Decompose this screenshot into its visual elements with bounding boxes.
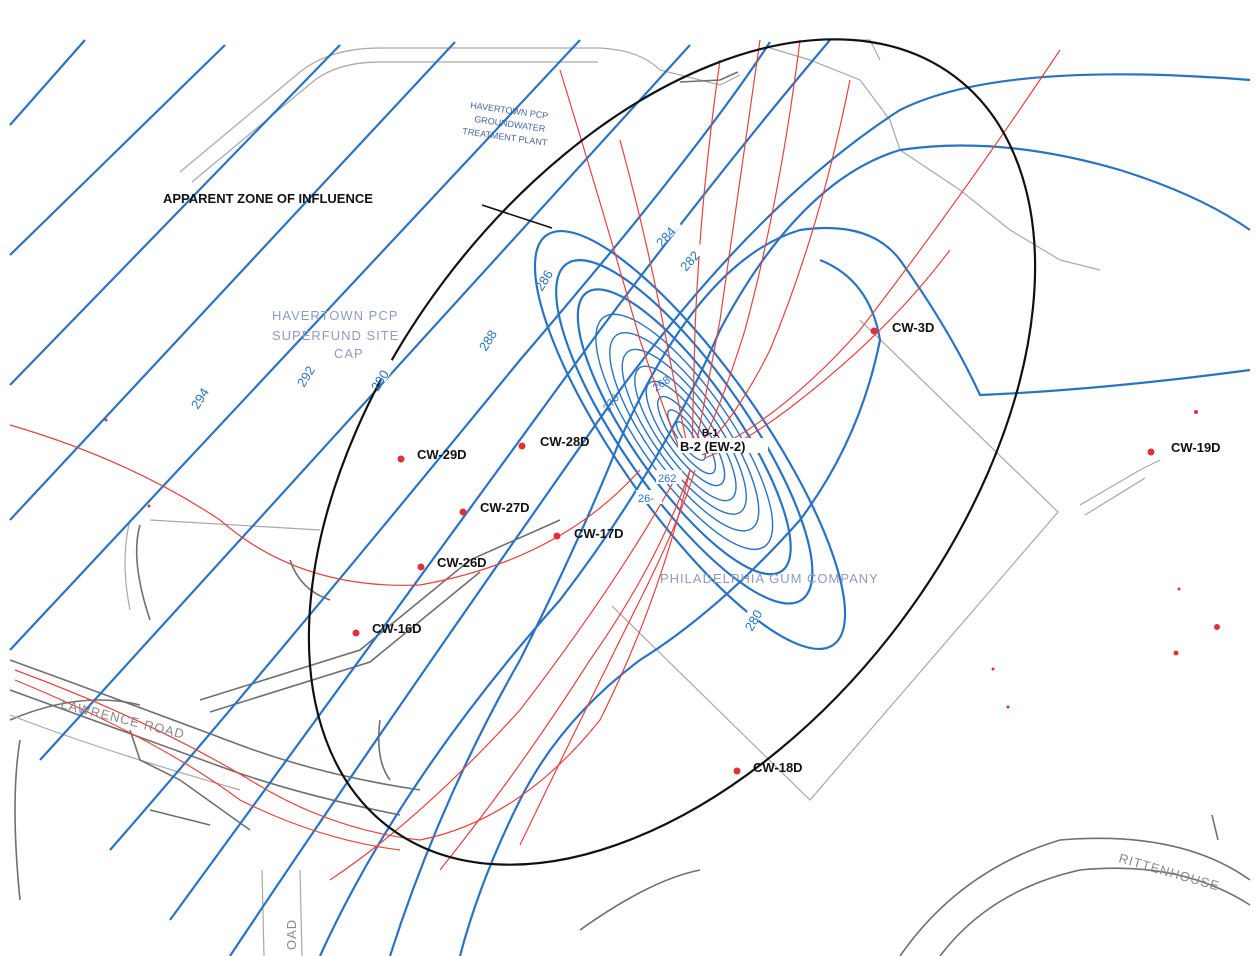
data-point: [104, 418, 108, 422]
well-label-cw-29d-west: CW-29D: [417, 447, 467, 462]
data-point: [1177, 587, 1181, 591]
data-point: [1214, 624, 1220, 630]
well-label-cw-18d: CW-18D: [753, 760, 803, 775]
contour-label-26: 26-: [638, 493, 654, 505]
well-label-cw-19d: CW-19D: [1171, 440, 1221, 455]
data-point: [991, 667, 995, 671]
well-marker-cw-19d: [1147, 448, 1155, 456]
well-label-cw-16d: CW-16D: [372, 621, 422, 636]
data-point: [147, 504, 151, 508]
well-marker-cw-26d: [417, 563, 425, 571]
well-marker-cw-27d: [459, 508, 467, 516]
well-marker-cw-29d-west: [397, 455, 405, 463]
well-label-cw-28d: CW-28D: [540, 434, 590, 449]
contour-label-262: 262: [658, 473, 676, 485]
superfund-site-line3: CAP: [334, 346, 364, 361]
zone-of-influence-ellipse: [307, 38, 1037, 866]
well-label-cw-27d: CW-27D: [480, 500, 530, 515]
cone-contours: [533, 229, 847, 651]
superfund-site-line1: HAVERTOWN PCP: [272, 308, 398, 323]
flow-lines: [9, 39, 1061, 881]
well-marker-cw-3d: [870, 327, 878, 335]
data-point: [1006, 705, 1010, 709]
well-marker-cw-16d: [352, 629, 360, 637]
regional-contours: [9, 39, 1251, 956]
company-label: PHILADELPHIA GUM COMPANY: [660, 571, 879, 586]
data-point: [1173, 650, 1179, 656]
well-label-cw-3d: CW-3D: [892, 320, 934, 335]
zone-of-influence-label: APPARENT ZONE OF INFLUENCE: [163, 191, 373, 206]
well-label-cw-17d: CW-17D: [574, 526, 624, 541]
well-label-cw-26d: CW-26D: [437, 555, 487, 570]
well-label-b-2: B-2 (EW-2): [680, 439, 745, 454]
zone-leader-line: [481, 204, 553, 229]
road-features: [9, 39, 1251, 956]
well-marker-cw-28d: [518, 442, 526, 450]
well-label-b-1: B-1: [702, 428, 719, 439]
well-marker-cw-17d: [553, 532, 561, 540]
wells: CW-3D CW-29D CW-28D CW-27D CW-17D CW-26D…: [104, 320, 1221, 775]
well-marker-cw-18d: [733, 767, 741, 775]
data-point: [1194, 410, 1198, 414]
superfund-site-line2: SUPERFUND SITE: [272, 328, 399, 343]
road-bottom-label: OAD: [284, 919, 299, 950]
